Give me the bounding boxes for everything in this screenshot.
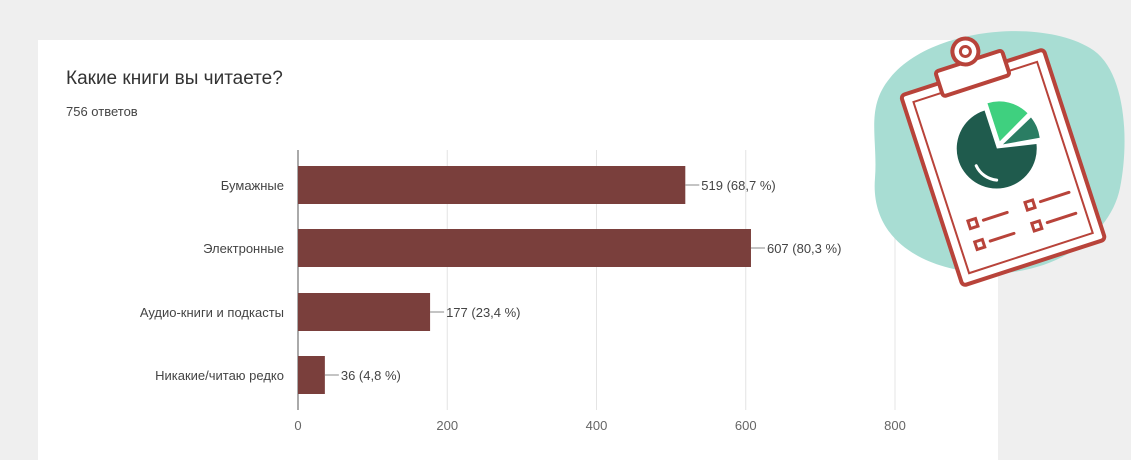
data-label: 519 (68,7 %): [701, 178, 775, 193]
pie-icon: [956, 101, 1040, 189]
chart-title: Какие книги вы читаете?: [66, 68, 283, 89]
x-tick-label: 400: [586, 418, 608, 433]
category-label: Электронные: [203, 241, 284, 256]
x-tick-label: 200: [436, 418, 458, 433]
bar: [298, 293, 431, 331]
data-label: 607 (80,3 %): [767, 241, 841, 256]
category-label: Никакие/читаю редко: [155, 368, 284, 383]
clipboard-icon: [899, 36, 1107, 287]
x-tick-label: 600: [735, 418, 757, 433]
x-tick-label: 0: [294, 418, 301, 433]
category-label: Аудио-книги и подкасты: [140, 305, 284, 320]
data-label: 177 (23,4 %): [446, 305, 520, 320]
x-tick-label: 800: [884, 418, 906, 433]
bar: [298, 166, 686, 204]
bar: [298, 356, 325, 394]
clipboard-pie-chart-illustration: [874, 31, 1125, 287]
data-label: 36 (4,8 %): [341, 368, 401, 383]
category-label: Бумажные: [221, 178, 284, 193]
response-count: 756 ответов: [66, 104, 138, 119]
bar: [298, 229, 751, 267]
